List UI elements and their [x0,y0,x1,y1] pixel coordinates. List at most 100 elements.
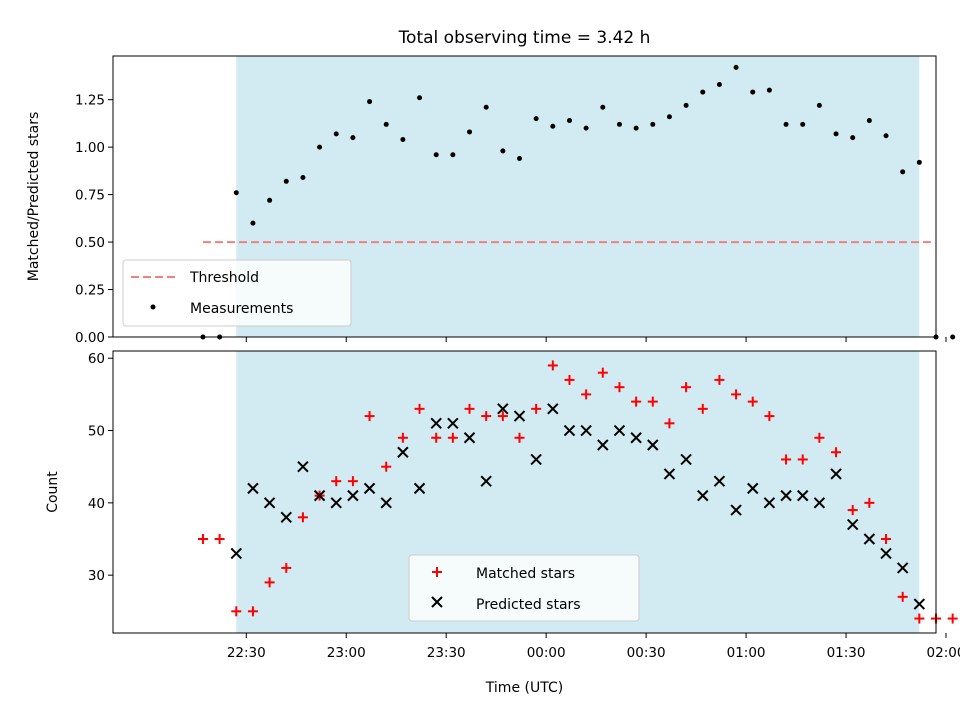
predicted-star-point [580,424,592,437]
predicted-star-point [846,518,859,531]
predicted-star-point [230,547,242,560]
predicted-star-point-b [813,497,826,509]
predicted-star-point-b [863,533,876,545]
measurement-point [883,133,889,139]
predicted-star-point-b [497,403,509,415]
measurement-point [267,197,273,203]
matched-star-point [631,396,642,407]
predicted-star-point-b [313,489,326,502]
measurement-point [233,190,239,196]
matched-star-point [347,476,358,487]
predicted-star-point [813,497,826,509]
predicted-star-point-b [830,468,842,480]
matched-star-point [781,454,792,465]
predicted-star-point [613,424,626,437]
predicted-star-point [680,453,692,466]
measurement-point [900,169,906,175]
predicted-star-point-b [280,511,292,524]
measurement-point [367,99,373,105]
matched-star-point [514,432,525,443]
predicted-star-point [530,453,542,466]
predicted-star-point-b [563,424,576,437]
predicted-star-point [713,475,726,487]
matched-star-point [681,382,692,393]
matched-star-point [331,476,342,487]
matched-star-point [214,534,225,544]
predicted-star-point-b [363,482,376,495]
predicted-star-point [763,497,776,509]
measurements-legend-swatch [150,304,156,310]
predicted-star-point-b [580,424,592,437]
matched-stars-legend-swatch [432,567,442,577]
measurement-point [800,121,806,127]
matched-stars-points [197,360,958,624]
measurement-point [450,152,456,158]
matched-star-point [814,432,825,443]
predicted-star-point [513,410,526,422]
predicted-star-point [397,446,409,458]
predicted-stars-legend-label: Predicted stars [476,597,581,613]
measurement-point [283,178,289,184]
matched-star-point [864,497,875,508]
predicted-star-point [863,533,876,545]
predicted-star-point-b [447,417,459,430]
matched-star-point [647,396,658,407]
predicted-star-point [913,598,926,610]
predicted-star-point [830,468,842,480]
count-y-axis-label: Count [45,471,61,513]
time-x-tick-label: 01:00 [727,645,766,661]
predicted-star-point-b [597,439,609,451]
predicted-star-point-b [413,482,426,495]
predicted-star-point [597,439,609,451]
matched-star-point [197,534,208,544]
measurement-point [550,123,556,129]
predicted-star-point-b [513,410,526,422]
matched-star-point [297,512,308,523]
predicted-star-point-b [763,497,776,509]
matched-star-point [547,360,558,371]
measurement-point [783,121,789,127]
measurement-point [317,144,323,150]
ratio-y-tick-label: 0.75 [75,188,105,204]
matched-star-point [447,432,458,443]
measurements-legend-label: Measurements [190,301,293,317]
measurement-point [650,121,656,127]
measurement-point [583,125,589,131]
time-x-tick-label: 01:30 [827,645,866,661]
measurement-point [600,104,606,110]
predicted-star-point [363,482,376,495]
measurement-point [750,89,756,95]
measurement-point [467,129,473,135]
predicted-star-point-b [530,453,542,466]
time-x-tick-label: 00:00 [527,645,566,661]
count-y-tick-label: 30 [88,568,105,584]
predicted-star-point-b [330,497,342,509]
predicted-star-point [480,475,492,487]
matched-star-point [731,389,742,400]
predicted-star-point [447,417,459,430]
measurement-point [517,156,523,162]
measurement-point [417,95,423,101]
count-legend: Matched stars Predicted stars [408,554,640,622]
matched-star-point [231,606,242,617]
predicted-star-point-b [380,497,392,509]
measurement-point [383,121,389,127]
ratio-y-tick-label: 0.25 [75,283,105,299]
measurement-points [200,64,956,340]
count-y-tick-label: 60 [88,351,105,367]
measurement-point [733,64,739,70]
predicted-star-point-b [547,403,559,415]
matched-star-point [581,389,592,400]
predicted-legend-x [431,596,443,608]
predicted-star-point [663,468,676,480]
matched-star-point [714,374,725,385]
matched-star-point [281,562,292,573]
predicted-star-point [380,497,392,509]
time-x-tick-label: 23:00 [327,645,366,661]
time-x-tick-label: 23:30 [427,645,466,661]
predicted-star-point [297,460,309,473]
matched-star-point [697,403,708,414]
matched-star-point [847,505,858,516]
predicted-star-point [563,424,576,437]
matched-star-point [564,374,575,385]
